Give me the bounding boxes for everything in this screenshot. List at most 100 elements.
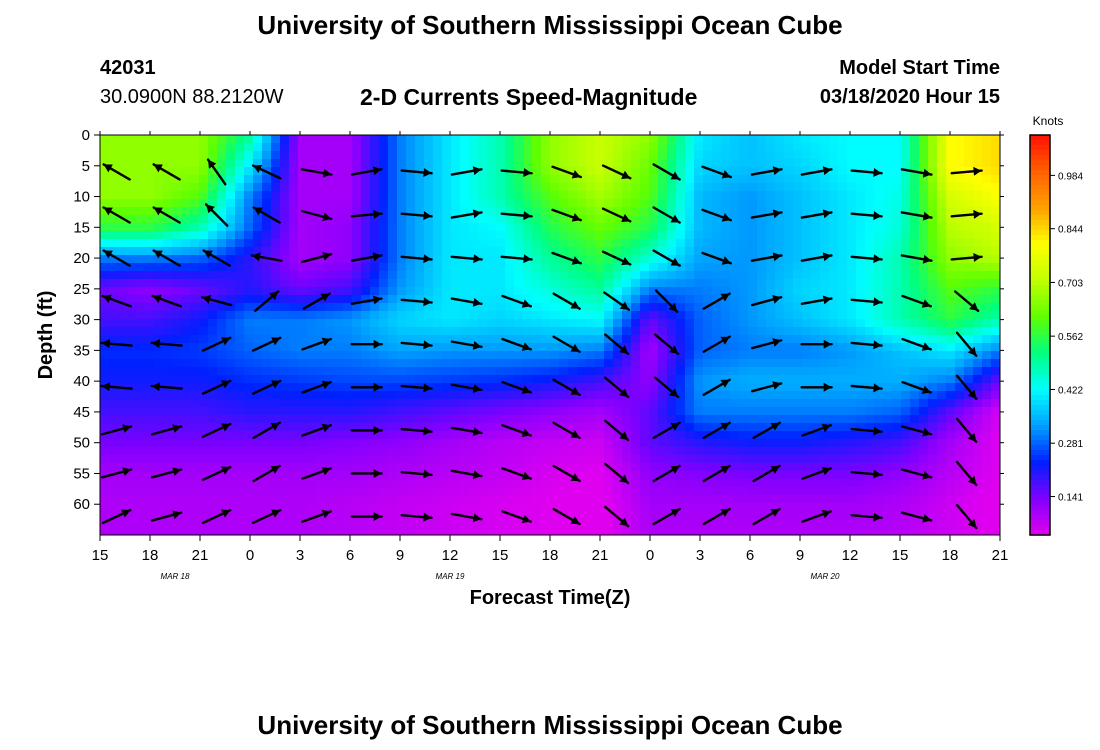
heatmap-cell <box>199 263 209 272</box>
heatmap-cell <box>478 223 488 232</box>
heatmap-cell <box>676 311 686 320</box>
heatmap-cell <box>568 151 578 160</box>
heatmap-cell <box>928 399 938 408</box>
heatmap-cell <box>172 431 182 440</box>
heatmap-cell <box>523 415 533 424</box>
heatmap-cell <box>442 463 452 472</box>
heatmap-cell <box>874 295 884 304</box>
heatmap-cell <box>748 319 758 328</box>
heatmap-cell <box>991 255 1000 264</box>
heatmap-cell <box>496 431 506 440</box>
heatmap-cell <box>730 407 740 416</box>
heatmap-cell <box>370 287 380 296</box>
heatmap-cell <box>397 479 407 488</box>
heatmap-cell <box>244 207 254 216</box>
heatmap-cell <box>469 159 479 168</box>
heatmap-cell <box>865 271 875 280</box>
heatmap-cell <box>766 231 776 240</box>
heatmap-cell <box>316 223 326 232</box>
heatmap-cell <box>793 359 803 368</box>
heatmap-cell <box>703 367 713 376</box>
heatmap-cell <box>820 455 830 464</box>
heatmap-cell <box>595 335 605 344</box>
heatmap-cell <box>991 183 1000 192</box>
heatmap-cell <box>550 159 560 168</box>
heatmap-cell <box>523 455 533 464</box>
heatmap-cell <box>748 503 758 512</box>
heatmap-cell <box>397 375 407 384</box>
heatmap-cell <box>271 479 281 488</box>
heatmap-cell <box>433 431 443 440</box>
heatmap-cell <box>307 159 317 168</box>
heatmap-cell <box>316 351 326 360</box>
heatmap-cell <box>271 375 281 384</box>
heatmap-cell <box>532 407 542 416</box>
heatmap-cell <box>145 303 155 312</box>
heatmap-cell <box>253 351 263 360</box>
heatmap-cell <box>946 415 956 424</box>
heatmap-cell <box>244 463 254 472</box>
heatmap-cell <box>973 415 983 424</box>
heatmap-cell <box>523 247 533 256</box>
heatmap-cell <box>262 231 272 240</box>
heatmap-cell <box>667 447 677 456</box>
heatmap-cell <box>505 487 515 496</box>
heatmap-cell <box>712 319 722 328</box>
heatmap-cell <box>739 287 749 296</box>
heatmap-cell <box>892 415 902 424</box>
heatmap-cell <box>505 351 515 360</box>
heatmap-cell <box>262 319 272 328</box>
heatmap-cell <box>883 255 893 264</box>
heatmap-cell <box>676 415 686 424</box>
heatmap-cell <box>370 271 380 280</box>
heatmap-cell <box>937 351 947 360</box>
heatmap-cell <box>613 439 623 448</box>
heatmap-cell <box>640 279 650 288</box>
heatmap-cell <box>937 215 947 224</box>
heatmap-cell <box>955 159 965 168</box>
heatmap-cell <box>811 463 821 472</box>
heatmap-cell <box>370 415 380 424</box>
heatmap-cell <box>586 431 596 440</box>
heatmap-cell <box>208 247 218 256</box>
heatmap-cell <box>874 167 884 176</box>
heatmap-cell <box>118 255 128 264</box>
heatmap-cell <box>865 159 875 168</box>
heatmap-cell <box>631 319 641 328</box>
heatmap-cell <box>433 455 443 464</box>
heatmap-cell <box>262 287 272 296</box>
heatmap-cell <box>775 423 785 432</box>
heatmap-cell <box>613 199 623 208</box>
heatmap-cell <box>829 407 839 416</box>
heatmap-cell <box>235 151 245 160</box>
heatmap-cell <box>757 231 767 240</box>
heatmap-cell <box>847 143 857 152</box>
heatmap-cell <box>829 447 839 456</box>
heatmap-cell <box>649 231 659 240</box>
heatmap-cell <box>388 215 398 224</box>
heatmap-cell <box>109 463 119 472</box>
heatmap-cell <box>568 327 578 336</box>
heatmap-cell <box>865 231 875 240</box>
heatmap-cell <box>739 215 749 224</box>
heatmap-cell <box>397 367 407 376</box>
heatmap-cell <box>559 223 569 232</box>
heatmap-cell <box>694 183 704 192</box>
heatmap-cell <box>136 143 146 152</box>
heatmap-cell <box>397 471 407 480</box>
heatmap-cell <box>721 447 731 456</box>
heatmap-cell <box>694 199 704 208</box>
heatmap-cell <box>946 311 956 320</box>
heatmap-cell <box>109 479 119 488</box>
heatmap-cell <box>919 447 929 456</box>
heatmap-cell <box>172 399 182 408</box>
heatmap-cell <box>631 415 641 424</box>
heatmap-cell <box>253 159 263 168</box>
heatmap-cell <box>235 343 245 352</box>
heatmap-cell <box>928 327 938 336</box>
heatmap-cell <box>478 367 488 376</box>
heatmap-cell <box>640 191 650 200</box>
heatmap-cell <box>910 503 920 512</box>
heatmap-cell <box>523 319 533 328</box>
heatmap-cell <box>478 455 488 464</box>
